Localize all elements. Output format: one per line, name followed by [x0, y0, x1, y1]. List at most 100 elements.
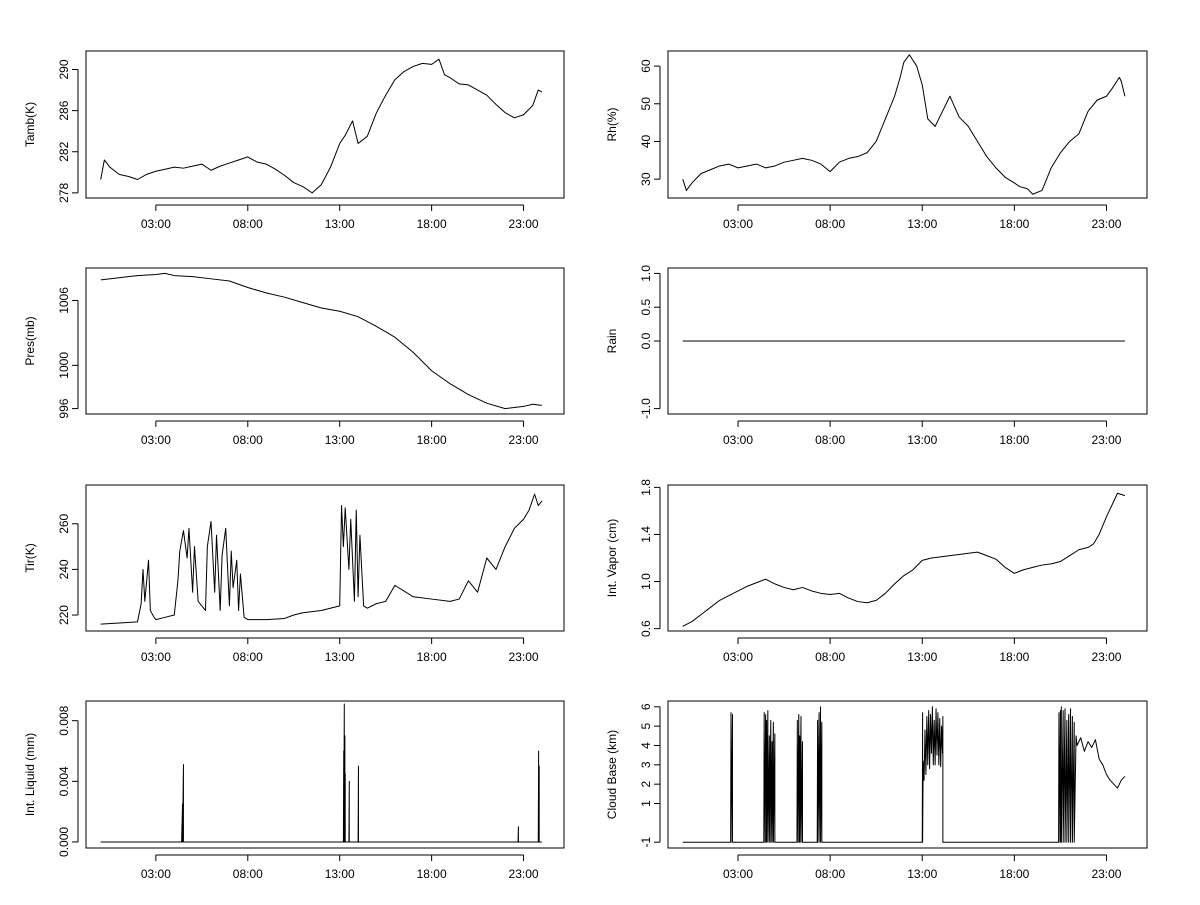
x-tick-label: 18:00 — [417, 650, 447, 664]
series-line — [100, 58, 543, 194]
plot-frame — [667, 50, 1148, 199]
y-axis-label: Int. Vapor (cm) — [605, 519, 619, 597]
x-tick-label: 08:00 — [815, 217, 845, 231]
panel-5: 03:00 08:00 13:00 18:00 23:00 220 240 260 Tir(K) — [23, 484, 565, 664]
y-tick-label: 60 — [639, 59, 653, 73]
y-tick-label: 1.0 — [639, 265, 653, 282]
x-tick-label: 08:00 — [233, 650, 263, 664]
series-line — [682, 54, 1126, 195]
x-tick-label: 03:00 — [723, 867, 753, 881]
x-tick-label: 08:00 — [233, 433, 263, 447]
panel-6: 03:00 08:00 13:00 18:00 23:00 0.6 1.0 1.4 1.8 Int… — [605, 479, 1148, 664]
panel-3: 03:00 08:00 13:00 18:00 23:00 996 1000 1006 Pres… — [23, 267, 565, 447]
y-tick-label: 996 — [57, 398, 71, 418]
y-tick-label: 1.0 — [639, 573, 653, 590]
plot-frame — [667, 267, 1148, 415]
y-axis-label: Rain — [605, 329, 619, 354]
x-tick-label: 13:00 — [325, 217, 355, 231]
y-tick-label: 290 — [57, 59, 71, 79]
x-tick-label: 03:00 — [141, 650, 171, 664]
plot-frame — [85, 484, 565, 632]
x-tick-label: 18:00 — [999, 433, 1029, 447]
x-tick-label: 23:00 — [1091, 433, 1121, 447]
y-tick-label: 260 — [57, 513, 71, 533]
x-tick-label: 23:00 — [1091, 650, 1121, 664]
plot-frame — [85, 267, 565, 415]
x-tick-label: 18:00 — [999, 867, 1029, 881]
y-tick-label: 40 — [639, 134, 653, 148]
y-tick-label: -1.0 — [639, 398, 653, 419]
y-axis-label: Tamb(K) — [23, 102, 37, 147]
panel-8: 03:00 08:00 13:00 18:00 23:00 -1 1 2 3 4 5 6 Cloud B… — [605, 700, 1148, 881]
x-tick-label: 03:00 — [141, 217, 171, 231]
x-tick-label: 13:00 — [325, 867, 355, 881]
panel-4: 03:00 08:00 13:00 18:00 23:00 -1.0 0.0 0.5 1.0 Ra… — [605, 265, 1148, 447]
y-tick-label: 1 — [639, 800, 653, 807]
x-tick-label: 23:00 — [1091, 217, 1121, 231]
y-axis-label: Pres(mb) — [23, 316, 37, 365]
y-tick-label: 50 — [639, 97, 653, 111]
x-tick-label: 08:00 — [815, 433, 845, 447]
y-axis-label: Cloud Base (km) — [605, 730, 619, 819]
y-tick-label: 1000 — [57, 352, 71, 379]
y-tick-label: 5 — [639, 722, 653, 729]
y-tick-label: 286 — [57, 100, 71, 120]
plot-frame — [85, 700, 565, 849]
series-line — [682, 706, 1126, 843]
panel-7: 03:00 08:00 13:00 18:00 23:00 0.000 0.004 0.008… — [23, 700, 565, 881]
y-tick-label: 6 — [639, 703, 653, 710]
panel-1: 03:00 08:00 13:00 18:00 23:00 278 282 286 290 Tam… — [23, 50, 565, 231]
x-tick-label: 23:00 — [1091, 867, 1121, 881]
y-tick-label: 0.008 — [57, 705, 71, 735]
x-tick-label: 18:00 — [999, 217, 1029, 231]
x-tick-label: 08:00 — [233, 217, 263, 231]
y-tick-label: 30 — [639, 172, 653, 186]
y-axis-label: Tir(K) — [23, 543, 37, 573]
x-tick-label: 08:00 — [815, 650, 845, 664]
y-tick-label: 0.004 — [57, 766, 71, 796]
y-tick-label: 0.0 — [639, 332, 653, 349]
x-tick-label: 03:00 — [141, 867, 171, 881]
x-tick-label: 23:00 — [509, 650, 539, 664]
x-tick-label: 13:00 — [907, 433, 937, 447]
y-tick-label: -1 — [639, 837, 653, 848]
y-tick-label: 1.8 — [639, 479, 653, 496]
y-axis-label: Int. Liquid (mm) — [23, 733, 37, 816]
y-tick-label: 1006 — [57, 287, 71, 314]
y-tick-label: 4 — [639, 742, 653, 749]
y-tick-label: 0.5 — [639, 299, 653, 316]
plot-frame — [667, 700, 1148, 849]
x-tick-label: 18:00 — [999, 650, 1029, 664]
series-line — [100, 703, 542, 843]
series-line — [682, 492, 1126, 627]
x-tick-label: 08:00 — [815, 867, 845, 881]
y-tick-label: 220 — [57, 605, 71, 625]
plot-frame — [85, 50, 565, 199]
x-tick-label: 23:00 — [509, 217, 539, 231]
x-tick-label: 18:00 — [417, 217, 447, 231]
x-tick-label: 13:00 — [325, 433, 355, 447]
panel-2: 03:00 08:00 13:00 18:00 23:00 30 40 50 60 Rh(%) — [605, 50, 1148, 231]
x-tick-label: 13:00 — [907, 650, 937, 664]
x-tick-label: 03:00 — [141, 433, 171, 447]
x-tick-label: 03:00 — [723, 433, 753, 447]
y-axis-label: Rh(%) — [605, 107, 619, 141]
x-tick-label: 13:00 — [907, 867, 937, 881]
y-tick-label: 0.6 — [639, 620, 653, 637]
plot-frame — [667, 484, 1148, 632]
y-tick-label: 2 — [639, 781, 653, 788]
x-tick-label: 18:00 — [417, 433, 447, 447]
x-tick-label: 18:00 — [417, 867, 447, 881]
y-tick-label: 1.4 — [639, 526, 653, 543]
x-tick-label: 13:00 — [907, 217, 937, 231]
y-tick-label: 282 — [57, 141, 71, 161]
x-tick-label: 03:00 — [723, 217, 753, 231]
x-tick-label: 23:00 — [509, 867, 539, 881]
y-tick-label: 0.000 — [57, 827, 71, 857]
series-line — [100, 493, 543, 625]
x-tick-label: 13:00 — [325, 650, 355, 664]
y-tick-label: 3 — [639, 761, 653, 768]
series-line — [100, 272, 542, 410]
